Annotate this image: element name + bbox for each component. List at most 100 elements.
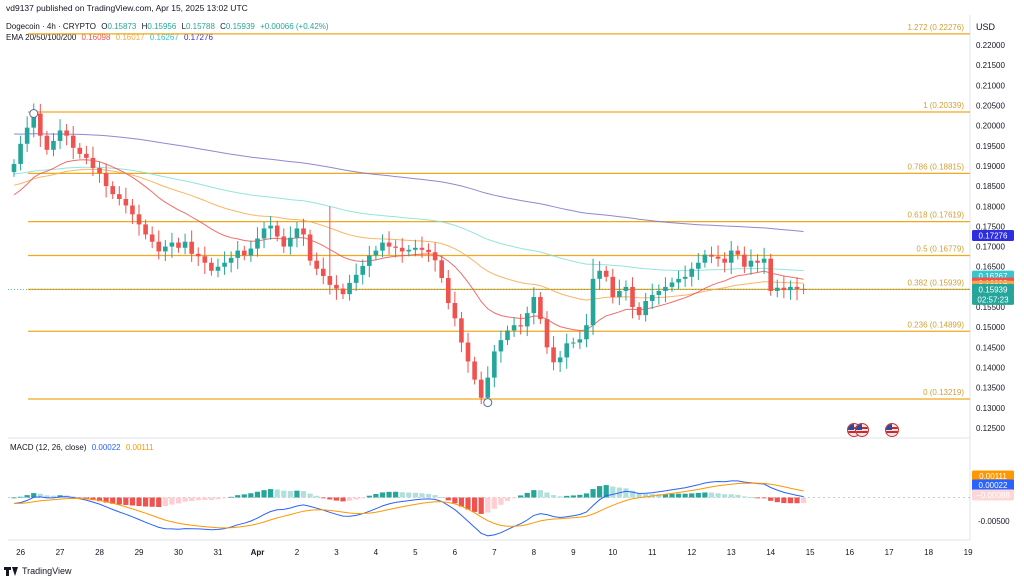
- macd-histogram-bar: [24, 495, 30, 498]
- candle-body: [116, 194, 122, 200]
- ema-legend: EMA 20/50/100/200 0.16098 0.16017 0.1626…: [6, 33, 216, 42]
- ema20-value: 0.16098: [81, 33, 111, 42]
- time-tick-label: 19: [964, 548, 973, 557]
- candle-body: [505, 330, 510, 341]
- macd-histogram-bar: [735, 494, 741, 498]
- macd-histogram-bar: [31, 493, 37, 498]
- candle-body: [755, 260, 760, 263]
- candle-body: [163, 246, 168, 252]
- macd-histogram-bar: [629, 490, 636, 498]
- macd-histogram-bar: [768, 497, 774, 501]
- macd-histogram-bar: [136, 497, 142, 507]
- candle-body: [136, 214, 142, 225]
- candle-body: [636, 307, 642, 316]
- time-tick-label: 16: [845, 548, 854, 557]
- fib-level-label: 0.382 (0.15939): [908, 278, 965, 287]
- candle-body: [597, 270, 602, 279]
- candle-body: [630, 286, 635, 308]
- macd-histogram-bar: [248, 493, 254, 498]
- time-tick-label: 5: [413, 548, 418, 557]
- candle-body: [248, 248, 254, 256]
- candle-body: [228, 257, 234, 263]
- macd-histogram-bar: [379, 492, 386, 498]
- ohlc-low: L0.15788: [181, 22, 215, 31]
- symbol-name[interactable]: Dogecoin · 4h · CRYPTO: [6, 22, 96, 31]
- candle-body: [156, 241, 162, 252]
- candle-body: [419, 247, 425, 250]
- candle-body: [728, 250, 734, 263]
- time-tick-label: 3: [334, 548, 339, 557]
- candle-body: [347, 282, 352, 295]
- ema50-line: [13, 168, 804, 301]
- macd-histogram-bar: [366, 495, 372, 498]
- macd-histogram-bar: [393, 491, 399, 498]
- macd-histogram-bar: [498, 497, 504, 505]
- candle-body: [18, 143, 23, 164]
- macd-histogram-bar: [636, 493, 642, 498]
- macd-histogram-bar: [386, 491, 392, 498]
- macd-title[interactable]: MACD (12, 26, close): [10, 443, 87, 452]
- price-badge-label: 02:57:23: [977, 295, 1009, 304]
- footer-brand[interactable]: TradingView: [4, 566, 72, 576]
- candle-body: [682, 276, 688, 279]
- macd-histogram-bar: [524, 492, 530, 498]
- candle-body: [90, 157, 96, 168]
- candle-body: [518, 325, 523, 327]
- macd-histogram-bar: [741, 496, 747, 498]
- fib-level-label: 0.5 (0.16779): [916, 244, 964, 253]
- macd-histogram-bar: [794, 497, 800, 504]
- macd-histogram-bar: [787, 497, 794, 504]
- us-flag-event-icon[interactable]: [885, 423, 899, 437]
- macd-histogram-bar: [57, 495, 63, 498]
- signal-line-value: 0.00111: [125, 443, 154, 452]
- candle-body: [44, 135, 50, 150]
- macd-histogram-bar: [123, 497, 129, 505]
- macd-histogram-bar: [425, 493, 432, 498]
- macd-histogram-bar: [662, 494, 669, 498]
- candle-body: [255, 238, 260, 249]
- macd-histogram-bar: [261, 490, 267, 498]
- ema-label[interactable]: EMA 20/50/100/200: [6, 33, 77, 42]
- candle-body: [327, 276, 333, 285]
- candle-body: [84, 153, 89, 158]
- us-flag-event-icon[interactable]: [855, 423, 869, 437]
- macd-histogram-bar: [643, 493, 649, 498]
- candle-body: [774, 287, 780, 291]
- candle-body: [544, 319, 550, 348]
- candle-body: [57, 130, 63, 141]
- candle-body: [788, 286, 793, 291]
- macd-histogram-bar: [169, 497, 175, 505]
- symbol-ohlc-line: Dogecoin · 4h · CRYPTO O0.15873 H0.15956…: [6, 22, 332, 31]
- ohlc-change: +0.00066 (+0.42%): [260, 22, 329, 31]
- candle-body: [149, 234, 155, 242]
- price-tick-label: 0.15000: [976, 323, 1005, 332]
- candle-body: [735, 250, 741, 255]
- candle-body: [748, 260, 754, 267]
- macd-histogram-bar: [90, 497, 96, 501]
- candle-body: [577, 339, 583, 343]
- candle-body: [386, 242, 392, 247]
- candle-body: [235, 250, 241, 258]
- fib-level-label: 1 (0.20339): [923, 101, 964, 110]
- signal-line: [13, 482, 804, 529]
- macd-badge: [972, 470, 1014, 482]
- price-badge-label: 0.15939: [979, 285, 1008, 294]
- time-tick-label: 14: [766, 548, 775, 557]
- ema-lines: [13, 133, 804, 332]
- candle-body: [353, 274, 359, 283]
- candle-body: [663, 286, 668, 291]
- macd-histogram-bar: [162, 497, 168, 507]
- time-tick-label: 17: [885, 548, 894, 557]
- ohlc-high: H0.15956: [141, 22, 177, 31]
- candle-body: [603, 270, 609, 277]
- candle-body: [702, 254, 708, 263]
- macd-histogram-bar: [149, 497, 155, 507]
- macd-histogram-bar: [748, 497, 754, 498]
- price-tick-label: 0.19000: [976, 162, 1005, 171]
- candle-body: [452, 303, 458, 319]
- candle-body: [498, 340, 504, 352]
- candle-body: [288, 237, 293, 247]
- macd-histogram-bar: [37, 493, 43, 498]
- candle-body: [459, 318, 464, 343]
